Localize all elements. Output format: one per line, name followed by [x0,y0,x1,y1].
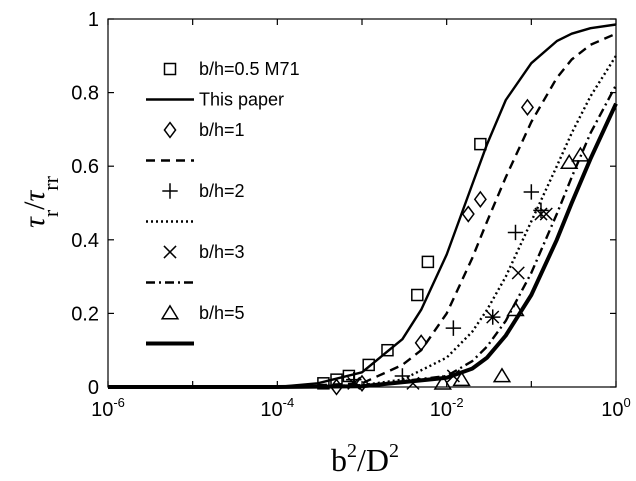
data-markers [317,98,590,396]
marker-plus [346,371,362,388]
marker-plus [507,224,524,241]
legend-label: b/h=2 [199,181,245,201]
x-tick-label-exponent: -2 [452,395,464,410]
marker-square [411,288,424,302]
y-tick-label: 1 [88,9,99,31]
marker-triangle [433,374,452,390]
x-tick-label-base: 10 [601,399,623,421]
marker-square [381,343,394,357]
marker-plus [533,202,549,219]
y-axis-label-tau-2: τ [18,189,51,201]
y-axis-label-sub-2: rr [38,175,63,190]
x-axis-label-sup-1: 2 [347,440,357,462]
marker-plus [394,368,411,384]
y-axis-label-slash: / [18,201,51,210]
legend-marker-plus [162,183,178,199]
marker-square [474,137,487,151]
legend-marker-triangle [160,304,180,320]
marker-triangle [571,146,590,162]
model-curve-1 [108,23,617,389]
marker-triangle [492,367,512,383]
marker-plus [523,184,540,200]
model-curve-2 [108,32,617,389]
x-axis-label: b2/D2 [331,440,399,478]
legend-label: b/h=3 [199,242,245,262]
marker-triangle [452,371,471,387]
model-curve-5 [108,102,618,389]
marker-diamond [473,190,487,208]
legend-marker-square [163,62,177,76]
legend-label: b/h=1 [199,120,245,140]
y-tick-label: 0.8 [71,83,99,105]
y-axis-label: τr/τrr [18,175,63,227]
marker-triangle [506,301,525,317]
marker-square [317,377,330,390]
marker-cross [406,376,420,390]
model-curve-4 [108,84,618,389]
marker-triangle [559,153,579,169]
x-tick-label-base: 10 [430,399,452,421]
x-tick-label-exponent: -4 [283,395,295,410]
marker-cross [539,207,553,221]
y-tick-label: 0.4 [71,230,99,252]
x-tick-label: 10-6 [91,395,125,421]
marker-diamond [355,374,369,392]
marker-plus [445,320,462,336]
x-tick-label: 10-2 [430,395,464,421]
x-tick-label: 10-4 [260,395,294,421]
marker-cross [511,266,525,280]
x-axis-label-mid: /D [357,442,389,478]
y-axis-label-tau-1: τ [18,216,51,228]
marker-square [362,358,375,372]
legend-label: This paper [199,90,284,110]
legend-marker-cross [163,245,177,259]
legend-label: b/h=0.5 M71 [199,59,300,79]
marker-diamond [520,98,534,116]
marker-diamond [461,205,475,223]
marker-cross [486,310,500,324]
x-axis-label-sup-2: 2 [389,440,399,462]
x-axis-label-base: b [331,442,347,478]
x-tick-label-base: 10 [91,399,113,421]
marker-square [330,373,343,386]
legend: b/h=0.5 M71 This paper b/h=1 b/h=2 b/h=3 b/h=… [146,59,300,346]
y-tick-label: 0.6 [71,156,99,178]
marker-diamond [414,334,428,352]
x-tick-label: 100 [601,395,630,421]
y-tick-label: 0.2 [71,303,99,325]
marker-diamond [330,378,344,396]
x-tick-label-exponent: -6 [113,395,125,410]
legend-label: b/h=5 [199,303,245,323]
marker-cross [534,207,548,221]
x-tick-label-exponent: 0 [624,395,631,410]
y-axis-label-sub-1: r [38,209,63,217]
marker-square [421,255,435,269]
y-tick-label: 0 [88,377,99,399]
model-curve-3 [108,55,618,389]
marker-cross [347,376,361,390]
model-curves [108,23,618,389]
x-tick-label-base: 10 [260,399,282,421]
legend-marker-diamond [163,121,177,139]
